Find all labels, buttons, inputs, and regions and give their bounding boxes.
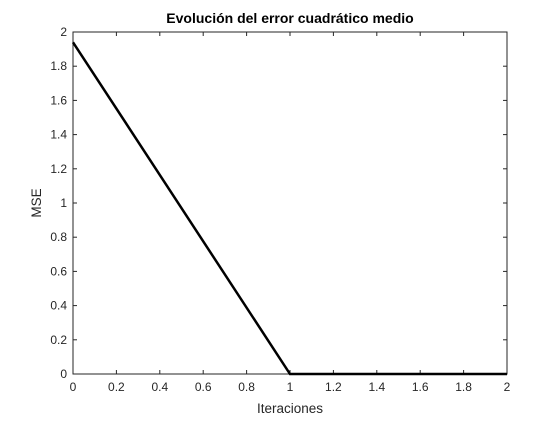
x-tick-label: 1.6 (412, 380, 429, 394)
x-tick-label: 0.8 (238, 380, 255, 394)
axes-box (72, 31, 508, 375)
chart-title: Evolución del error cuadrático medio (166, 10, 413, 26)
x-tick-label: 1 (287, 380, 294, 394)
y-tick-label: 2 (60, 25, 67, 39)
y-tick-label: 1.8 (50, 59, 67, 73)
x-tick-label: 1.8 (455, 380, 472, 394)
x-tick-label: 0 (70, 380, 77, 394)
y-tick-label: 1.2 (50, 162, 67, 176)
y-tick-label: 0.4 (50, 299, 67, 313)
y-tick-label: 0.2 (50, 333, 67, 347)
y-tick-label: 1.4 (50, 128, 67, 142)
x-tick-label: 1.4 (368, 380, 385, 394)
x-tick-label: 1.2 (325, 380, 342, 394)
y-axis-label: MSE (29, 188, 44, 217)
x-tick-label: 0.6 (195, 380, 212, 394)
y-tick-label: 0 (60, 367, 67, 381)
x-tick-label: 0.2 (108, 380, 125, 394)
x-tick-label: 2 (504, 380, 511, 394)
series-line (71, 41, 507, 376)
y-tick-label: 1 (60, 196, 67, 210)
y-tick-label: 1.6 (50, 93, 67, 107)
y-tick-label: 0.6 (50, 264, 67, 278)
x-axis-label: Iteraciones (257, 401, 323, 416)
x-tick-label: 0.4 (151, 380, 168, 394)
y-tick-label: 0.8 (50, 230, 67, 244)
plot-area: 0 0.2 0.4 0.6 0.8 1 1.2 1.4 1.6 1.8 2 0 0.2 0.4 0.6 0.8… (50, 25, 510, 394)
